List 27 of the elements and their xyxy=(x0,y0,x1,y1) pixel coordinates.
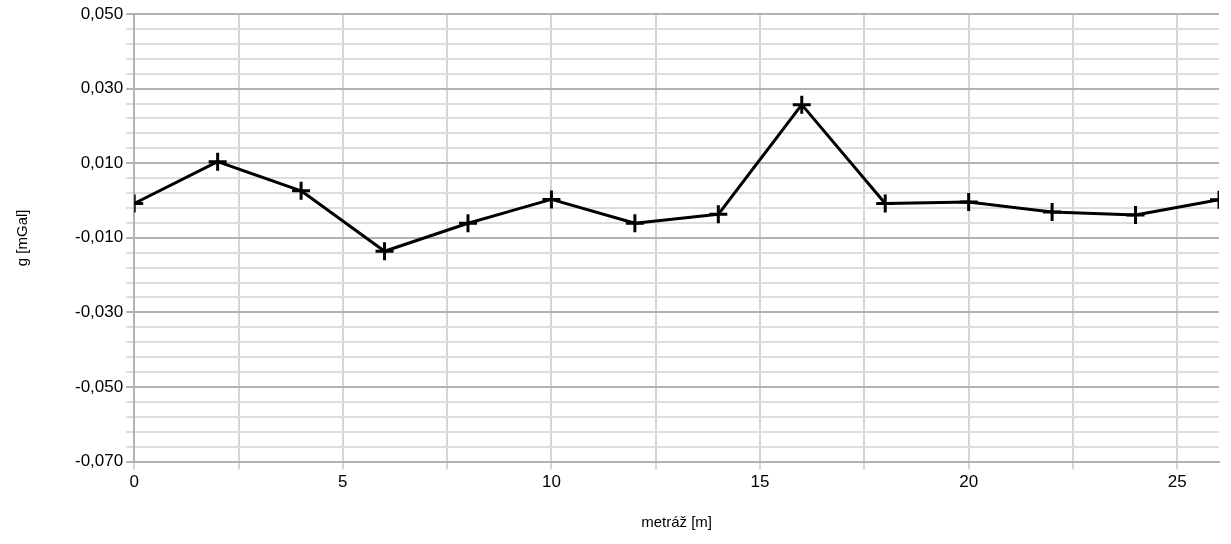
point xyxy=(374,240,396,262)
x-tick-label: 0 xyxy=(129,472,139,492)
y-tick-label: -0,070 xyxy=(75,451,124,471)
y-tick-label: 0,030 xyxy=(80,78,124,98)
y-tick-label: -0,010 xyxy=(75,227,124,247)
y-tick-label: -0,050 xyxy=(75,376,124,396)
y-tick-label: -0,030 xyxy=(75,302,124,322)
point xyxy=(624,212,646,234)
point xyxy=(874,192,896,214)
point xyxy=(290,180,312,202)
point xyxy=(707,203,729,225)
x-tick-label: 25 xyxy=(1167,472,1187,492)
point xyxy=(958,191,980,213)
point xyxy=(540,188,562,210)
x-tick-label: 5 xyxy=(338,472,348,492)
x-tick-label: 10 xyxy=(541,472,561,492)
x-tick-label: 20 xyxy=(959,472,979,492)
point xyxy=(1125,204,1147,226)
point xyxy=(791,94,813,116)
x-axis-title: metráž [m] xyxy=(641,513,713,531)
point xyxy=(207,151,229,173)
point xyxy=(1041,201,1063,223)
y-tick-label: 0,010 xyxy=(80,152,124,172)
point xyxy=(457,212,479,234)
y-tick-label: 0,050 xyxy=(80,3,124,23)
x-tick-label: 15 xyxy=(750,472,770,492)
y-axis-title: g [mGal] xyxy=(13,209,31,267)
